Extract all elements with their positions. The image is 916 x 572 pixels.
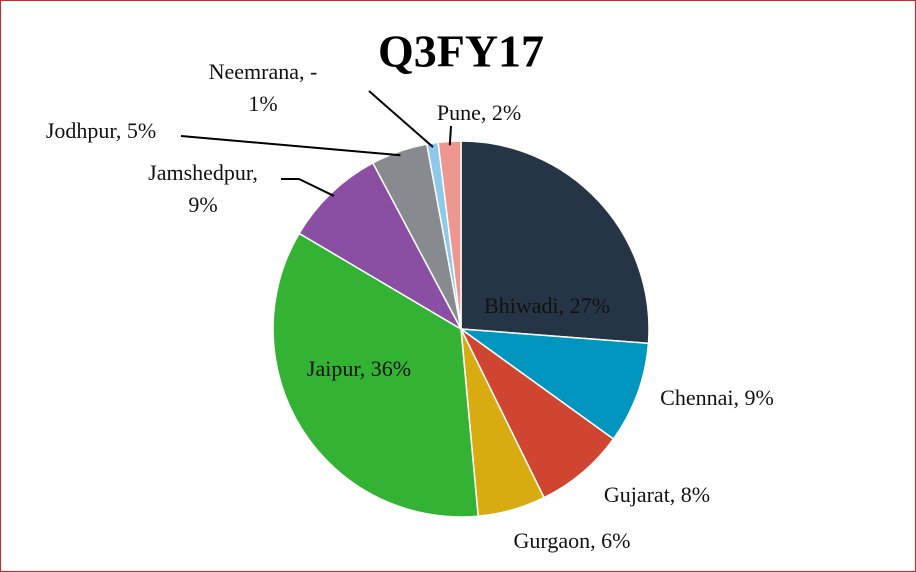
leader-line — [448, 125, 452, 146]
data-label: Gujarat, 8% — [603, 482, 711, 507]
pie-slice — [460, 140, 650, 345]
data-label: Bhiwadi, 27% — [484, 293, 610, 318]
data-label: Neemrana, - 1% — [208, 59, 318, 116]
data-label: Jodhpur, 5% — [45, 118, 157, 143]
pie-slice — [272, 232, 479, 518]
pie-slice — [460, 328, 615, 499]
data-label: Gurgaon, 6% — [513, 528, 631, 553]
leader-line — [281, 178, 335, 197]
pie-slice — [458, 328, 650, 441]
pie-slice — [298, 161, 463, 332]
data-label: Jamshedpur, 9% — [148, 160, 258, 217]
data-label: Jaipur, 36% — [306, 356, 412, 381]
data-label: Pune, 2% — [436, 100, 522, 125]
chart-title: Q3FY17 — [377, 25, 545, 77]
leader-line — [180, 135, 401, 157]
data-label: Chennai, 9% — [660, 385, 774, 410]
leader-line — [368, 90, 434, 148]
